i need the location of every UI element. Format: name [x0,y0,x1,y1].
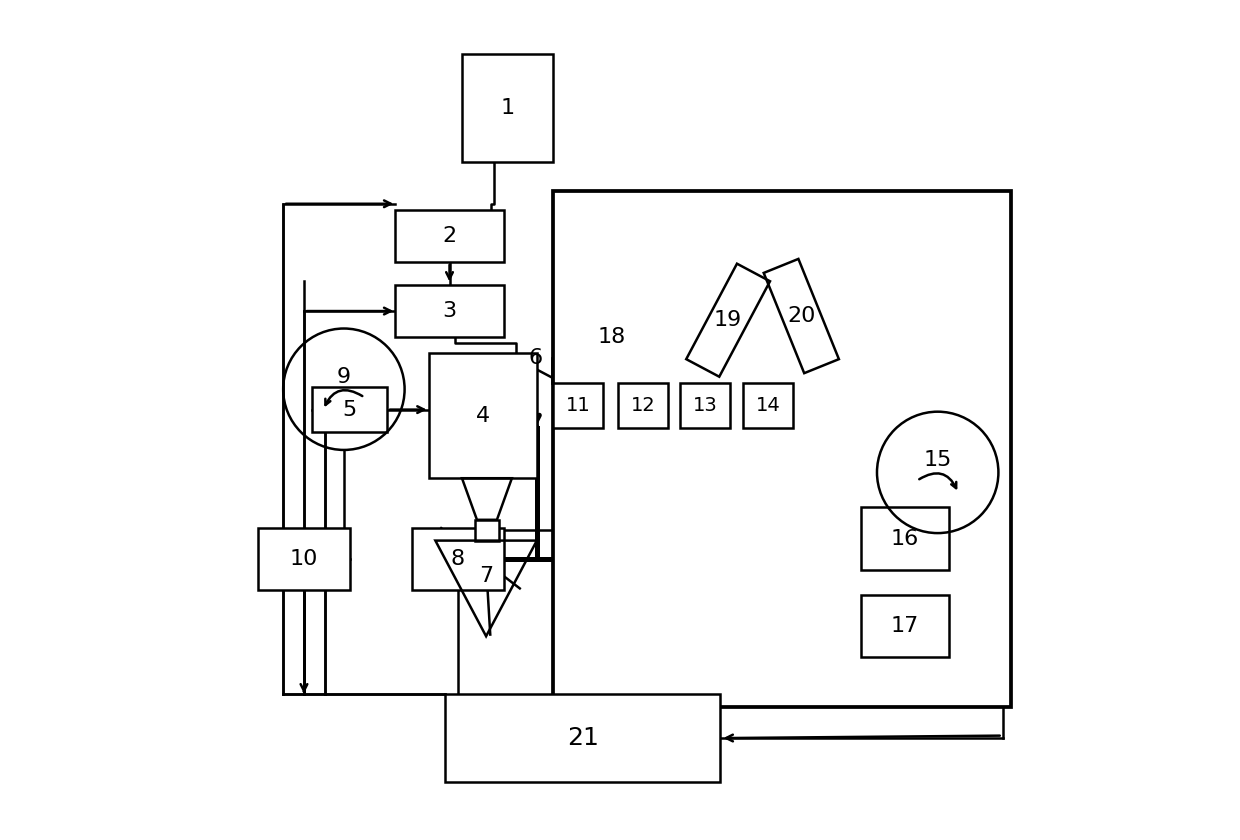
Bar [258,528,350,591]
Text: 21: 21 [567,726,599,750]
Text: 16: 16 [890,528,919,549]
Text: 15: 15 [924,450,952,470]
Text: 5: 5 [342,400,357,420]
Text: 19: 19 [714,310,743,330]
Bar [475,520,498,541]
Text: 4: 4 [476,406,490,426]
Text: 3: 3 [443,301,456,321]
Bar [396,211,503,262]
Text: 11: 11 [565,396,590,415]
Text: 9: 9 [337,367,351,386]
Text: 18: 18 [598,327,626,347]
Bar [463,54,553,162]
Text: 1: 1 [501,98,515,118]
Text: 13: 13 [692,396,717,415]
Text: 17: 17 [890,616,919,636]
Bar [312,386,387,433]
Bar [619,382,668,428]
Text: 14: 14 [755,396,780,415]
Text: 10: 10 [290,549,319,570]
Bar [445,695,719,782]
Bar [553,192,1011,707]
Bar [743,382,794,428]
Bar [553,382,604,428]
Text: 7: 7 [479,566,494,586]
Bar [429,354,537,478]
Bar [396,286,503,337]
Bar [553,360,986,382]
Bar [862,595,949,657]
Text: 12: 12 [631,396,656,415]
Text: 6: 6 [528,348,542,368]
Text: 8: 8 [451,549,465,570]
Text: 2: 2 [443,226,456,246]
Bar [412,528,503,591]
Bar [680,382,730,428]
Text: 20: 20 [787,306,816,326]
Bar [862,507,949,570]
